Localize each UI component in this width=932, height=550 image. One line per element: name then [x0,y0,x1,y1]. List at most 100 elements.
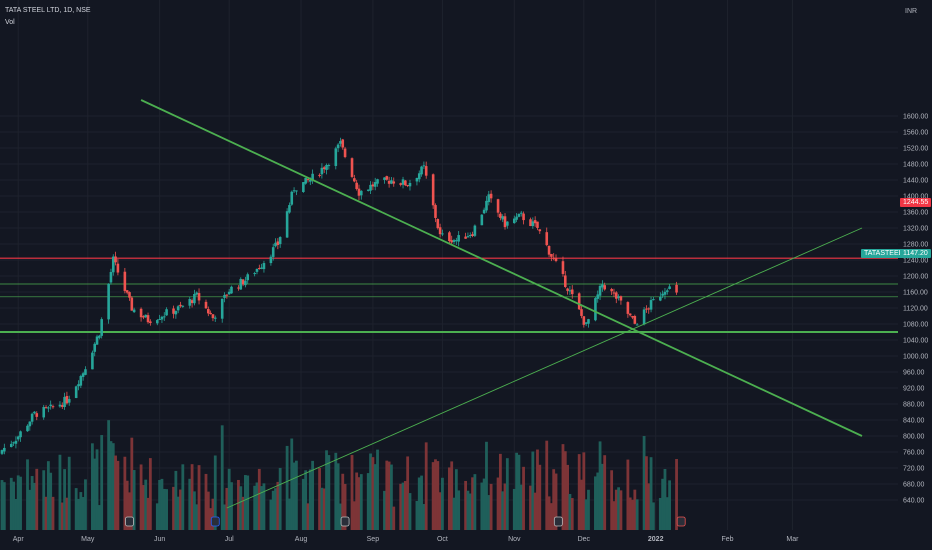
candle-body [519,212,523,214]
earnings-marker-icon[interactable] [553,516,563,527]
candle-body [51,406,55,408]
volume-bar [30,476,34,530]
volume-bar [547,496,551,530]
resistance-price-badge: 1244.55 [900,198,932,207]
candle-body [401,179,405,185]
volume-bar [489,483,493,530]
candle-body [645,308,648,310]
candle-body [262,263,266,270]
candle-body [84,369,87,375]
earnings-marker-icon[interactable] [340,516,350,527]
price-tick-label: 800.00 [903,434,925,441]
volume-bar [471,477,474,530]
candle-body [366,189,370,191]
volume-bar [162,488,166,530]
time-tick-label: Mar [786,536,799,543]
volume-bar [253,485,257,530]
trendlines[interactable] [140,99,863,509]
volume-bar [227,468,231,530]
time-tick-label: Nov [508,536,521,543]
horizontal-levels[interactable] [0,257,898,333]
volume-bar [128,492,131,530]
volume-bar [438,492,442,530]
volume-bar [12,481,15,530]
event-markers[interactable] [125,516,686,527]
candle-body [190,300,194,304]
candle-body [144,314,148,318]
volume-bar [176,496,180,530]
earnings-marker-icon[interactable] [210,516,220,527]
candle-body [47,407,50,409]
volume-bar [596,472,600,530]
candle-body [399,183,403,185]
candle-body [628,313,632,316]
volume-bar [480,482,484,530]
candle-body [587,319,590,324]
candle-body [149,321,152,324]
candle-body [434,205,437,218]
candle-body [26,425,29,432]
candle-body [207,309,210,314]
candle-body [466,236,470,238]
candle-body [318,174,321,176]
candle-body [563,275,567,287]
volume-bar [190,464,194,530]
volume-bar [278,467,282,530]
volume-bar [260,486,264,530]
candle-body [16,436,20,440]
candle-body [311,173,314,181]
earnings-marker-icon[interactable] [125,516,134,527]
candle-body [181,305,185,307]
volume-bar [631,499,634,530]
time-axis[interactable]: Apr May Jun Jul Aug Sep Oct Nov Dec 2022 Feb Mar [13,536,799,543]
price-axis[interactable]: 1600.00 1560.00 1520.00 1480.00 1440.00 1400.… [903,114,928,505]
volume-bar [369,453,372,530]
candle-body [577,293,581,310]
volume-bar [111,443,115,530]
candle-body [501,216,505,220]
volume-bar [633,489,637,530]
volume-bar [42,470,46,530]
candle-body [188,299,192,306]
volume-bar [262,483,266,530]
volume-bar [241,496,245,530]
candle-body [385,176,389,180]
volume-bar [91,443,94,530]
volume-bar [195,504,199,530]
candle-body [197,293,201,301]
earnings-marker-icon[interactable] [676,516,686,527]
candle-body [455,240,458,242]
candle-body [503,216,507,228]
volume-bar [306,503,310,530]
volume-bar [60,502,64,530]
volume-bar [600,463,604,530]
candle-body [107,283,110,320]
trendline[interactable] [140,99,863,437]
trendline[interactable] [226,227,863,509]
volume-bar [257,468,261,530]
volume-indicator-label[interactable]: Vol [5,19,15,26]
volume-bar [503,483,507,530]
volume-bar [584,499,588,530]
volume-bar [206,491,210,530]
candle-body [631,316,634,318]
volume-bar [387,461,391,530]
price-tick-label: 1600.00 [903,114,928,121]
volume-bar [529,485,532,530]
candle-body [95,336,99,345]
symbol-title[interactable]: TATA STEEL LTD, 1D, NSE [5,7,91,14]
volume-bar [376,449,379,530]
volume-bar [505,458,509,530]
time-tick-label: May [81,536,95,543]
volume-bar [109,441,113,530]
candle-body [531,221,535,227]
volume-bar [325,450,328,530]
volume-bar [487,495,491,530]
volume-bar [373,464,377,530]
candle-body [408,182,412,187]
candle-body [619,296,623,301]
volume-bar [635,499,639,530]
price-tick-label: 1080.00 [903,322,928,329]
currency-label: INR [905,8,917,15]
